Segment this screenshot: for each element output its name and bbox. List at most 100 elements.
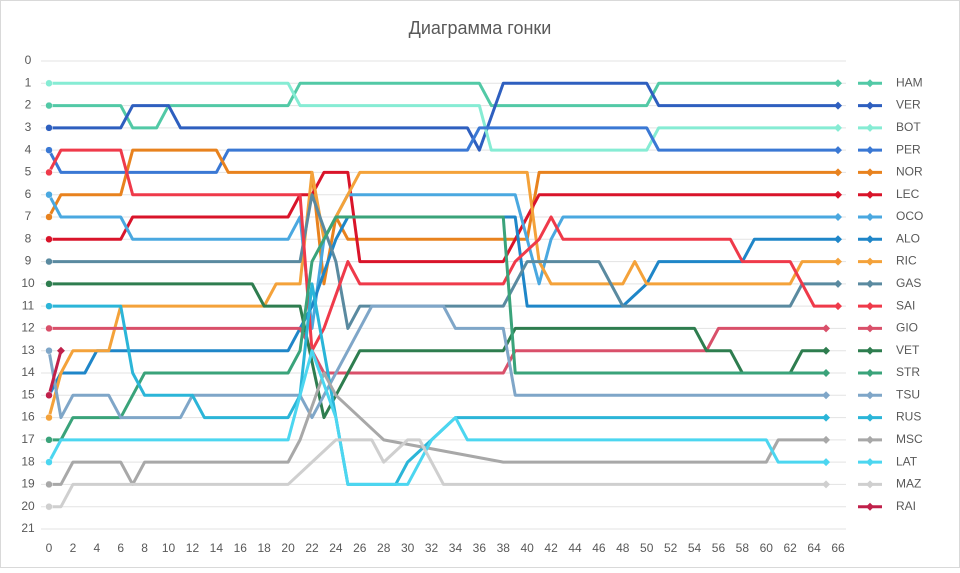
race-line [49,438,827,509]
start-marker [45,302,53,310]
legend-label: HAM [896,75,923,89]
legend-marker [866,302,874,311]
start-marker [45,346,53,355]
end-marker [834,146,842,155]
end-marker [834,213,842,221]
x-tick-label: 36 [473,541,487,555]
start-marker [45,324,53,333]
start-marker [45,190,53,199]
legend-marker [866,480,874,489]
legend-label: SAI [896,298,915,312]
x-tick-label: 62 [784,541,798,555]
race-line [47,350,63,396]
end-marker [822,346,831,355]
end-marker [834,279,842,288]
end-marker [834,79,842,88]
y-tick-label: 14 [21,365,35,379]
end-marker [822,413,831,422]
legend-label: GIO [896,321,918,335]
race-line [49,326,827,375]
legend-label: PER [896,142,921,156]
start-marker [45,213,53,221]
y-tick-label: 20 [21,499,35,513]
x-tick-label: 12 [186,541,200,555]
x-tick-label: 50 [640,541,654,555]
y-tick-label: 1 [25,75,32,89]
x-tick-label: 6 [117,541,124,555]
x-tick-label: 10 [162,541,176,555]
race-line [47,126,838,174]
start-marker [45,480,53,489]
end-marker [822,391,831,400]
legend-marker [866,502,874,511]
y-tick-label: 21 [21,521,35,535]
legend-marker [866,213,874,221]
race-line [49,193,838,330]
end-marker [822,458,831,467]
start-marker [45,168,53,177]
y-tick-label: 16 [21,410,35,424]
x-tick-label: 24 [329,541,343,555]
x-tick-label: 32 [425,541,439,555]
y-tick-label: 11 [22,298,35,312]
lines [45,79,842,511]
legend-label: BOT [896,120,921,134]
y-tick-label: 17 [21,432,35,446]
end-marker [822,480,831,489]
start-marker [45,458,53,466]
legend-marker [866,346,874,355]
x-tick-label: 18 [258,541,272,555]
y-tick-label: 9 [25,254,32,268]
legend-marker [866,123,874,132]
y-tick-label: 0 [25,53,32,67]
end-marker [834,302,842,311]
start-marker [45,79,53,88]
legend-marker [866,324,874,333]
legend-marker [866,146,874,155]
legend-label: ALO [896,231,920,245]
y-tick-label: 2 [25,98,32,112]
end-marker [834,123,842,132]
legend-label: MAZ [896,477,921,491]
legend-marker [866,235,874,244]
legend-marker [866,413,874,422]
x-tick-label: 44 [568,541,582,555]
end-marker [56,346,65,355]
legend-marker [866,279,874,288]
legend-marker [866,168,874,177]
x-tick-label: 2 [70,541,77,555]
end-marker [834,257,842,266]
start-marker [45,413,53,422]
x-tick-label: 38 [497,541,511,555]
legend-marker [866,435,874,444]
x-tick-label: 42 [544,541,558,555]
x-tick-label: 20 [281,541,295,555]
start-marker [45,124,53,132]
end-marker [834,190,842,199]
legend-marker [866,79,874,88]
legend-label: GAS [896,276,921,290]
x-tick-label: 54 [688,541,702,555]
y-tick-label: 5 [25,165,32,179]
x-tick-label: 28 [377,541,391,555]
x-tick-label: 66 [831,541,845,555]
start-marker [45,280,53,288]
legend-label: LEC [896,187,920,201]
legend-label: STR [896,365,920,379]
legend-label: LAT [896,454,918,468]
x-tick-label: 14 [210,541,224,555]
race-line [47,148,838,353]
legend-label: TSU [896,387,920,401]
x-tick-label: 0 [46,541,53,555]
start-marker [45,101,53,110]
start-marker [45,436,53,444]
start-marker [45,235,53,244]
end-marker [822,324,831,333]
legend-marker [866,391,874,400]
y-tick-label: 19 [21,477,35,491]
start-marker [45,391,53,400]
end-marker [822,369,831,377]
legend-label: NOR [896,165,923,179]
legend-marker [866,257,874,266]
